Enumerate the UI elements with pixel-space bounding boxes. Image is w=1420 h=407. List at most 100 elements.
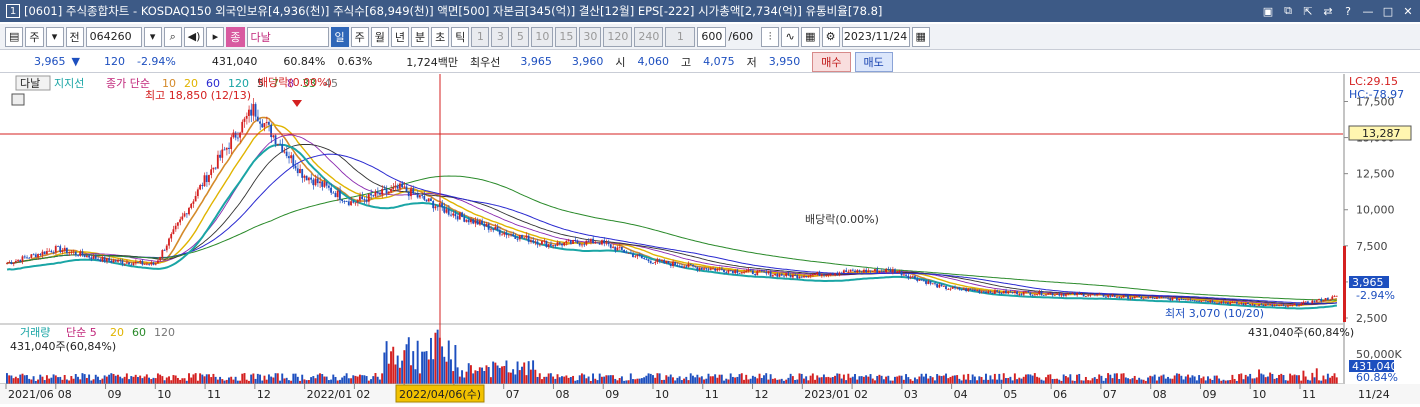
- candle-body: [65, 247, 68, 254]
- volume-bar: [798, 373, 801, 384]
- volume-bar: [110, 373, 113, 384]
- ma-legend: 10 20 60 120 5 7 8 33 45: [162, 77, 338, 90]
- interval-15[interactable]: 15: [555, 26, 578, 47]
- interval-5[interactable]: 5: [511, 26, 530, 47]
- interval-240[interactable]: 240: [634, 26, 664, 47]
- candle-body: [1222, 301, 1225, 303]
- volume-bar: [976, 380, 979, 384]
- volume-bar: [32, 376, 35, 384]
- candle-body: [1120, 297, 1123, 299]
- chart-menu-icon[interactable]: ▤: [5, 26, 24, 47]
- volume-bar: [569, 377, 572, 384]
- indicator-icon[interactable]: ∿: [781, 26, 800, 47]
- buy-button[interactable]: 매수: [812, 51, 851, 72]
- volume-bar: [763, 375, 765, 384]
- maximize-icon[interactable]: □: [1382, 4, 1394, 18]
- price-panel: 17,50015,00012,50010,0007,5005,0002,500 …: [0, 74, 1412, 404]
- volume-bar: [683, 378, 686, 384]
- close-icon[interactable]: ✕: [1403, 4, 1413, 18]
- volume-bar: [1011, 380, 1014, 384]
- candle-body: [394, 185, 397, 188]
- date-input[interactable]: 2023/11/24: [841, 26, 910, 47]
- volume-bar: [1118, 379, 1121, 384]
- pin-icon[interactable]: ⇱: [1303, 4, 1313, 18]
- period-year[interactable]: 년: [390, 26, 410, 47]
- interval-1[interactable]: 1: [471, 26, 490, 47]
- minimize-icon[interactable]: —: [1362, 4, 1374, 18]
- interval-input[interactable]: 1: [665, 26, 696, 47]
- save-icon[interactable]: ▦: [801, 26, 820, 47]
- sound-icon[interactable]: ◀): [183, 26, 205, 47]
- candle-body: [1051, 293, 1054, 296]
- candle-body: [1227, 302, 1229, 304]
- candle-body: [6, 263, 8, 265]
- interval-30[interactable]: 30: [579, 26, 602, 47]
- candle-body: [696, 267, 699, 270]
- candle-body: [643, 258, 645, 259]
- volume-bar: [718, 374, 721, 384]
- period-month[interactable]: 월: [370, 26, 389, 47]
- sell-button[interactable]: 매도: [854, 51, 893, 72]
- candle-body: [503, 232, 506, 235]
- volume-bar: [372, 376, 375, 384]
- stock-code-input[interactable]: 064260: [85, 26, 142, 47]
- open-label: 시: [615, 55, 626, 69]
- candle-body: [778, 274, 781, 277]
- restore-window-icon[interactable]: ⧉: [1284, 4, 1292, 17]
- candle-body: [1333, 296, 1336, 298]
- volume-bar: [871, 378, 874, 384]
- candle-body: [43, 251, 46, 255]
- volume-bar: [1053, 378, 1056, 384]
- candle-settings-icon[interactable]: ⫶: [761, 26, 780, 47]
- panel-settings-icon[interactable]: [11, 93, 25, 106]
- period-tick[interactable]: 틱: [451, 26, 470, 47]
- period-second[interactable]: 초: [431, 26, 450, 47]
- volume-bar: [256, 373, 259, 384]
- search-icon[interactable]: ⌕: [163, 26, 182, 47]
- legend-name-box[interactable]: [15, 75, 51, 91]
- share-icon[interactable]: ⇄: [1323, 4, 1333, 18]
- candle-body: [290, 155, 292, 159]
- count-input[interactable]: 600: [697, 26, 727, 47]
- candle-body: [825, 275, 827, 276]
- volume-bars: [6, 329, 1338, 384]
- candle-body: [97, 258, 99, 260]
- calendar-icon[interactable]: ▦: [911, 26, 930, 47]
- type-select[interactable]: 주: [25, 26, 44, 47]
- code-dropdown-icon[interactable]: ▾: [143, 26, 162, 47]
- volume-bar: [1246, 376, 1249, 384]
- all-button[interactable]: 전: [65, 26, 84, 47]
- prev-stock-icon[interactable]: ▸: [206, 26, 225, 47]
- candle-body: [150, 262, 153, 265]
- stock-name-field[interactable]: 다날: [246, 26, 329, 47]
- candle-body: [1067, 293, 1069, 295]
- candle-body: [1009, 291, 1012, 293]
- period-day[interactable]: 일: [330, 26, 349, 47]
- candle-body: [163, 250, 166, 251]
- candle-body: [1158, 297, 1160, 299]
- interval-120[interactable]: 120: [603, 26, 633, 47]
- gear-icon[interactable]: ⚙: [821, 26, 840, 47]
- stock-badge-icon[interactable]: 종: [226, 26, 245, 47]
- volume-bar: [623, 380, 626, 384]
- type-dropdown-icon[interactable]: ▾: [45, 26, 64, 47]
- candle-body: [68, 252, 70, 254]
- interval-3[interactable]: 3: [491, 26, 510, 47]
- volume-bar: [1280, 373, 1283, 384]
- volume-bar: [918, 376, 921, 384]
- candle-body: [691, 264, 694, 267]
- candle-body: [358, 196, 361, 201]
- volume-bar: [614, 378, 617, 384]
- period-minute[interactable]: 분: [411, 26, 430, 47]
- volume-bar: [168, 376, 170, 384]
- layout-icon[interactable]: ▣: [1262, 4, 1274, 18]
- interval-10[interactable]: 10: [531, 26, 554, 47]
- help-icon[interactable]: ?: [1345, 4, 1351, 18]
- candle-body: [905, 274, 907, 276]
- period-week[interactable]: 주: [350, 26, 369, 47]
- candle-body: [183, 213, 186, 217]
- candle-body: [758, 270, 761, 272]
- volume-bar: [840, 378, 843, 384]
